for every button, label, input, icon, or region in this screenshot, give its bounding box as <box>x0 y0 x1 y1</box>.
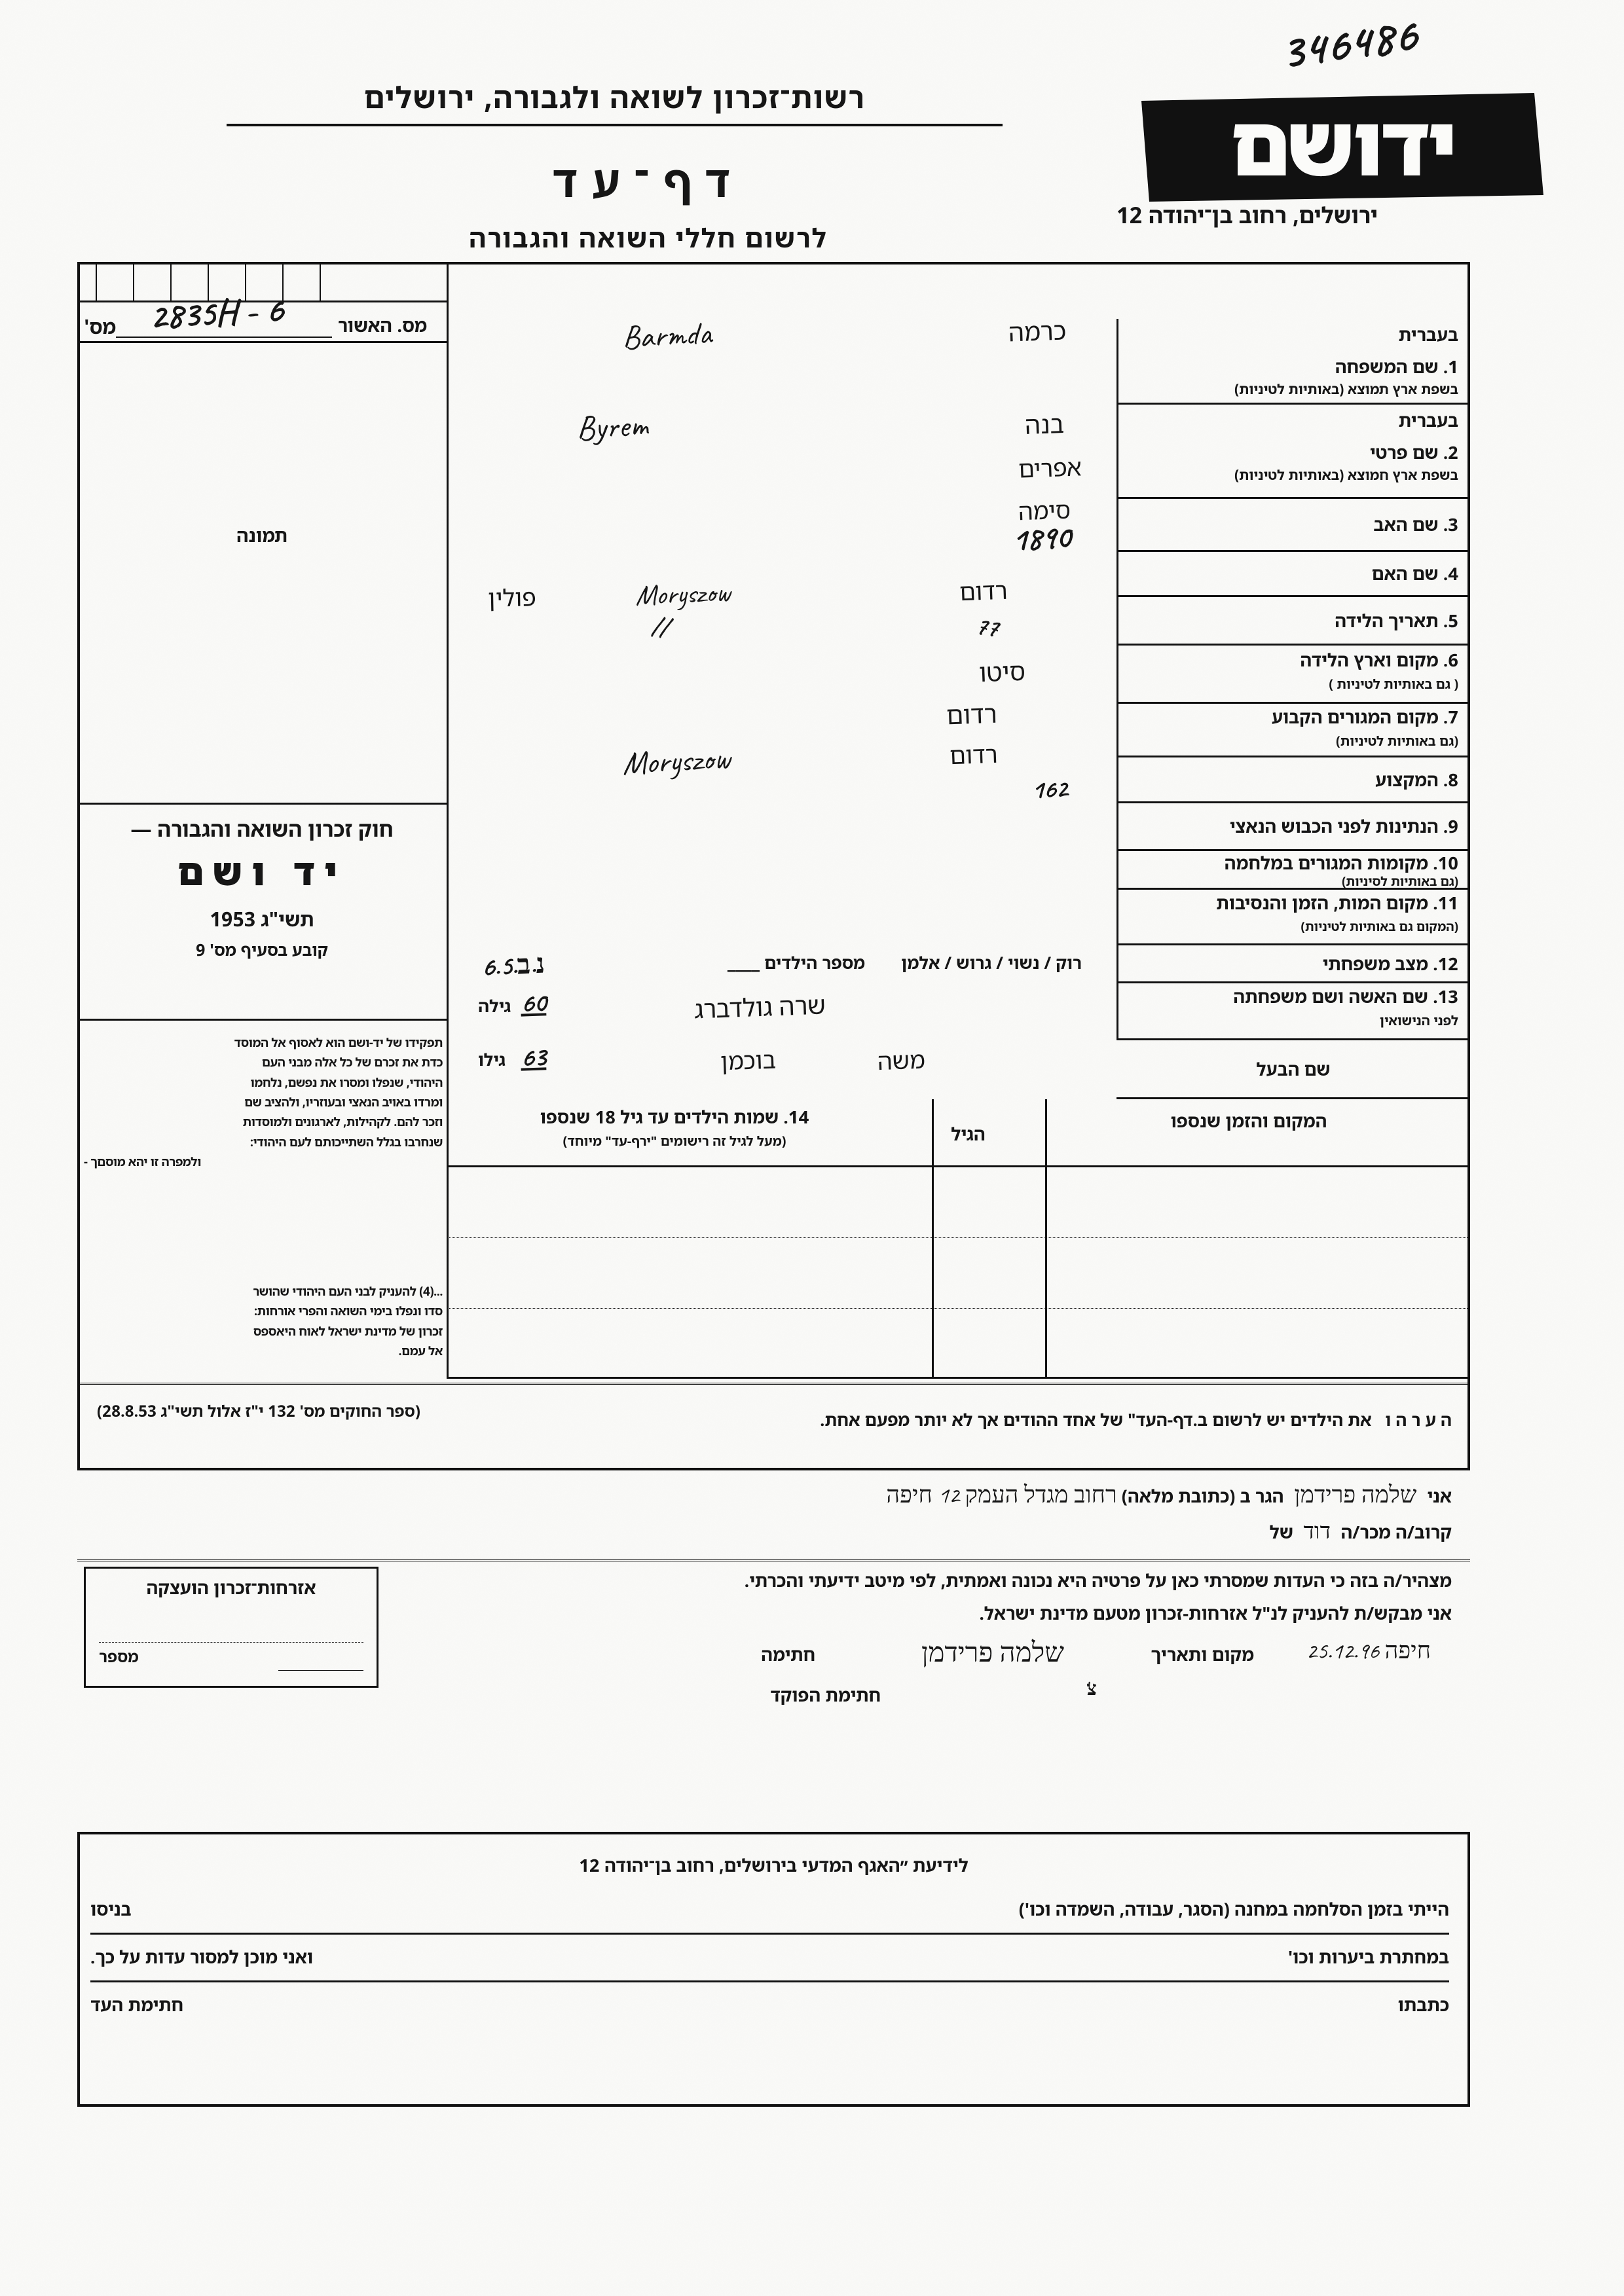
svg-text:ידושם: ידושם <box>1230 92 1454 200</box>
